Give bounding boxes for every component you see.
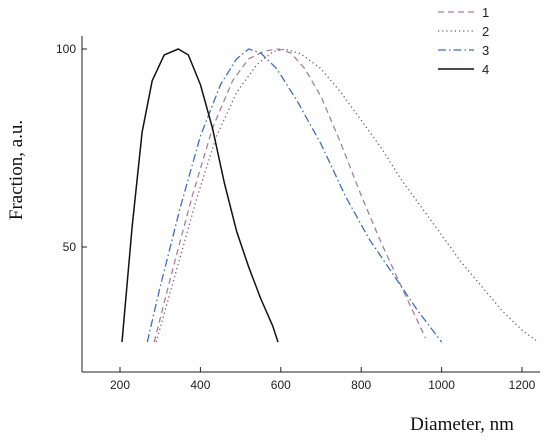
x-tick-label: 1000	[428, 378, 455, 392]
x-tick-label: 1200	[509, 378, 536, 392]
x-tick-label: 400	[190, 378, 210, 392]
x-tick-label: 800	[351, 378, 371, 392]
series-line-1	[153, 48, 427, 343]
axes-layer: 50 100 200 400 600 800 1000 1200	[56, 36, 540, 392]
legend-label-1: 1	[482, 5, 489, 20]
x-tick-label: 600	[271, 378, 291, 392]
y-tick-label: 50	[63, 240, 77, 254]
series-line-3	[146, 48, 443, 343]
series-line-2	[155, 48, 539, 343]
legend-label-2: 2	[482, 24, 489, 39]
y-tick-label: 100	[56, 42, 76, 56]
x-tick-label: 200	[110, 378, 130, 392]
legend-label-3: 3	[482, 43, 489, 58]
legend-label-4: 4	[482, 62, 489, 77]
x-axis-title: Diameter, nm	[410, 414, 514, 435]
y-axis-title: Fraction, a.u.	[6, 120, 27, 220]
series-layer	[121, 48, 539, 343]
legend: 1 2 3 4	[438, 5, 489, 77]
series-line-4	[121, 48, 279, 343]
